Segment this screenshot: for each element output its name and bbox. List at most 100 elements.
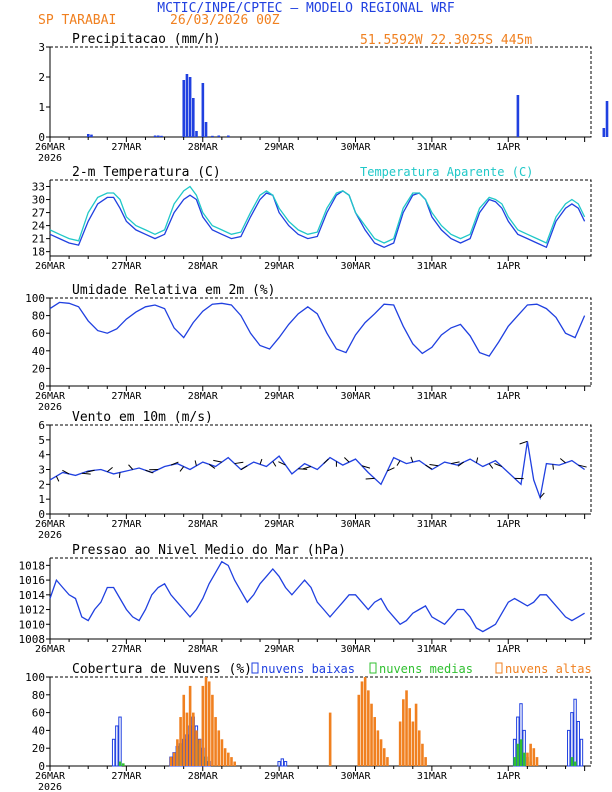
y-tick-label: 3 — [38, 464, 45, 477]
y-tick-label: 5 — [38, 434, 45, 447]
wind-arrow — [81, 472, 91, 475]
cloud-bar-high — [220, 739, 224, 766]
cloud-bar-high — [373, 717, 376, 766]
cloud-bar-high — [360, 681, 364, 766]
cloud-bar-mid — [519, 739, 523, 766]
y-tick-label: 2 — [38, 71, 45, 84]
wind-arrow — [106, 466, 113, 473]
cloud-bar-high — [382, 748, 386, 766]
cloud-bar-low — [573, 698, 577, 767]
series-line-pressao — [49, 560, 585, 633]
y-tick-label: 24 — [32, 220, 46, 233]
station-coords: 51.5592W 22.3025S 445m — [360, 33, 532, 48]
x-tick-label: 31MAR — [417, 771, 448, 782]
cloud-bar-mid — [118, 761, 122, 766]
cloud-bar-low — [118, 716, 122, 767]
wind-arrow — [278, 461, 286, 466]
precip-bar — [195, 131, 198, 137]
wind-arrow — [559, 458, 566, 464]
y-tick-label: 1008 — [19, 633, 46, 646]
legend-label: nuvens medias — [379, 662, 473, 676]
panel-frame — [49, 297, 592, 387]
x-tick-label: 1APR — [496, 519, 521, 530]
wind-arrow — [519, 440, 528, 445]
main-title: MCTIC/INPE/CPTEC – MODELO REGIONAL WRF — [157, 1, 455, 16]
x-tick-label: 27MAR — [111, 391, 142, 402]
x-tick-label: 1APR — [496, 142, 521, 153]
panel-frame — [49, 557, 592, 640]
precip-bar — [86, 134, 90, 137]
legend-label: nuvens altas — [505, 662, 592, 676]
wind-arrow — [552, 464, 554, 470]
cloud-bar-high — [185, 712, 189, 766]
cloud-bar-high — [172, 752, 176, 766]
cloud-bar-mid — [570, 757, 574, 766]
precip-bar — [602, 128, 606, 137]
year-label: 2026 — [38, 530, 62, 541]
cloud-bar-high — [227, 752, 230, 766]
wind-arrow — [488, 463, 494, 469]
x-tick-label: 26MAR — [35, 771, 66, 782]
precip-bar — [160, 135, 163, 137]
cloud-bar-high — [230, 757, 233, 766]
cloud-bar-mid — [522, 752, 526, 766]
cloud-bar-high — [328, 712, 332, 766]
y-tick-label: 6 — [38, 419, 45, 432]
x-tick-label: 28MAR — [188, 391, 219, 402]
cloud-bar-high — [535, 757, 539, 766]
x-tick-label: 29MAR — [264, 519, 295, 530]
y-tick-label: 0 — [38, 131, 45, 144]
y-tick-label: 21 — [32, 233, 45, 246]
wind-arrow — [475, 457, 479, 463]
cloud-bar-high — [370, 703, 373, 766]
wind-arrow — [425, 464, 433, 470]
wind-arrow — [429, 463, 439, 467]
cloud-bar-high — [417, 730, 421, 766]
cloud-bar-high — [411, 721, 415, 766]
x-tick-label: 31MAR — [417, 261, 448, 272]
y-tick-label: 80 — [32, 310, 45, 323]
x-tick-label: 31MAR — [417, 519, 448, 530]
x-tick-label: 26MAR — [35, 519, 66, 530]
x-tick-label: 27MAR — [111, 771, 142, 782]
cloud-bar-high — [367, 690, 370, 766]
x-tick-label: 31MAR — [417, 142, 448, 153]
cloud-bar-high — [357, 694, 361, 766]
x-tick-label: 27MAR — [111, 519, 142, 530]
x-tick-label: 26MAR — [35, 391, 66, 402]
y-tick-label: 4 — [38, 449, 45, 462]
precip-bar — [605, 101, 609, 137]
wind-arrow — [240, 465, 248, 471]
wind-arrow — [170, 461, 179, 466]
y-tick-label: 2 — [38, 478, 45, 491]
wind-arrow — [208, 463, 216, 469]
cloud-bar-mid — [121, 763, 125, 766]
cloud-bar-high — [398, 721, 402, 766]
cloud-bar-high — [526, 752, 529, 766]
y-tick-label: 1 — [38, 101, 45, 114]
x-tick-label: 30MAR — [340, 261, 371, 272]
cloud-bar-mid — [513, 757, 517, 766]
y-tick-label: 20 — [32, 362, 45, 375]
precip-bar — [227, 135, 230, 137]
cloud-bar-high — [424, 757, 427, 766]
x-tick-label: 31MAR — [417, 644, 448, 655]
y-tick-label: 30 — [32, 194, 45, 207]
precip-bar — [204, 122, 208, 137]
x-tick-label: 1APR — [496, 771, 521, 782]
y-tick-label: 100 — [25, 671, 45, 684]
wind-arrow — [118, 472, 121, 478]
cloud-bar-high — [529, 743, 532, 766]
y-tick-label: 33 — [32, 181, 45, 194]
precip-bar — [153, 135, 157, 137]
panel-title: Umidade Relativa em 2m (%) — [72, 283, 276, 298]
panel-frame — [49, 46, 592, 138]
panel-rh: 0 20 40 60 80 100 26MAR 27MAR 28MAR 29MAR 30MAR 31M… — [25, 283, 592, 413]
panel-precip: 0 1 2 3 26MAR 27MAR 28MAR 29MAR 30MAR 31MAR 1APR 20… — [35, 32, 609, 164]
precip-bar — [188, 77, 192, 137]
wind-arrow — [179, 466, 185, 472]
precip-bar — [201, 83, 205, 137]
x-tick-label: 30MAR — [340, 391, 371, 402]
cloud-bar-low — [277, 761, 281, 767]
